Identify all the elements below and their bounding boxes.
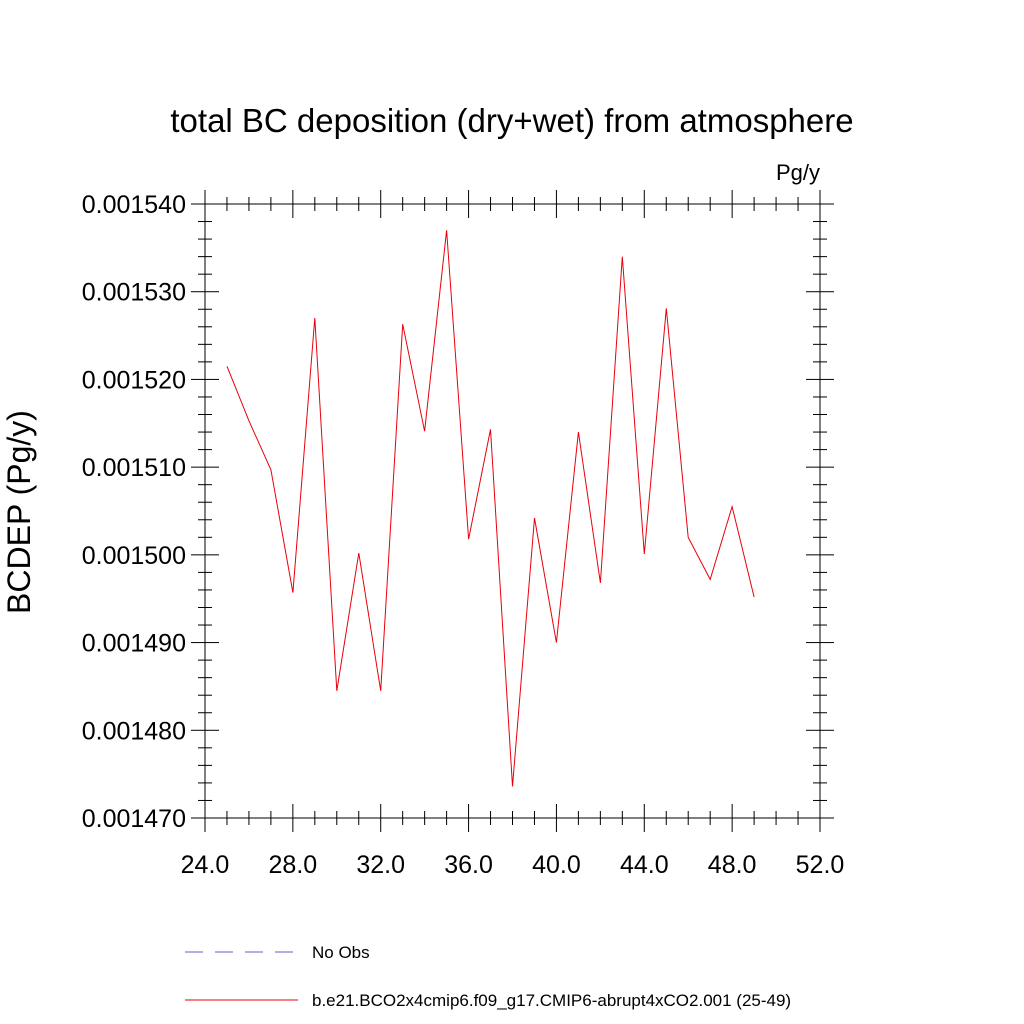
data-point [290, 590, 295, 595]
data-point [488, 427, 493, 432]
y-tick-label: 0.001470 [82, 805, 186, 833]
data-point [620, 254, 625, 259]
x-tick-label: 52.0 [796, 851, 845, 879]
x-tick-label: 44.0 [620, 851, 669, 879]
y-tick-label: 0.001530 [82, 279, 186, 307]
data-point [598, 580, 603, 585]
data-point [246, 418, 251, 423]
series-line-0 [226, 230, 755, 787]
y-tick-label: 0.001490 [82, 630, 186, 658]
data-point [224, 364, 229, 369]
legend-label: b.e21.BCO2x4cmip6.f09_g17.CMIP6-abrupt4x… [312, 991, 791, 1010]
data-point [510, 784, 515, 789]
data-point [422, 429, 427, 434]
data-point [268, 467, 273, 472]
legend-label: No Obs [312, 943, 370, 962]
y-tick-label: 0.001520 [82, 366, 186, 394]
data-point [730, 504, 735, 509]
y-axis-label: BCDEP (Pg/y) [1, 410, 37, 614]
x-axis-ticks: 24.0 28.0 32.0 36.0 40.0 44.0 48.0 52.0 [181, 190, 845, 879]
data-point [576, 430, 581, 435]
x-tick-label: 48.0 [708, 851, 757, 879]
y-tick-label: 0.001540 [82, 191, 186, 219]
data-point [664, 306, 669, 311]
y-tick-label: 0.001510 [82, 454, 186, 482]
series-layer [224, 228, 757, 789]
data-point [378, 688, 383, 693]
x-tick-label: 36.0 [444, 851, 493, 879]
data-point [400, 322, 405, 327]
x-tick-label: 32.0 [356, 851, 405, 879]
y-tick-label: 0.001480 [82, 717, 186, 745]
x-tick-label: 24.0 [181, 851, 230, 879]
data-point [444, 228, 449, 233]
y-tick-label: 0.001500 [82, 542, 186, 570]
data-point [334, 688, 339, 693]
x-tick-label: 28.0 [269, 851, 318, 879]
data-point [708, 577, 713, 582]
data-point [554, 640, 559, 645]
data-point [356, 551, 361, 556]
data-point [686, 535, 691, 540]
units-label: Pg/y [776, 160, 820, 185]
legend: No Obs b.e21.BCO2x4cmip6.f09_g17.CMIP6-ab… [185, 943, 791, 1010]
x-tick-label: 40.0 [532, 851, 581, 879]
chart-title: total BC deposition (dry+wet) from atmos… [170, 102, 853, 139]
data-point [752, 594, 757, 599]
plot-frame [204, 203, 821, 819]
y-axis-ticks: 0.001470 0.001480 0.001490 0.001500 0.001510… [82, 191, 834, 833]
data-point [312, 316, 317, 321]
data-point [532, 516, 537, 521]
data-point [466, 537, 471, 542]
data-point [642, 551, 647, 556]
